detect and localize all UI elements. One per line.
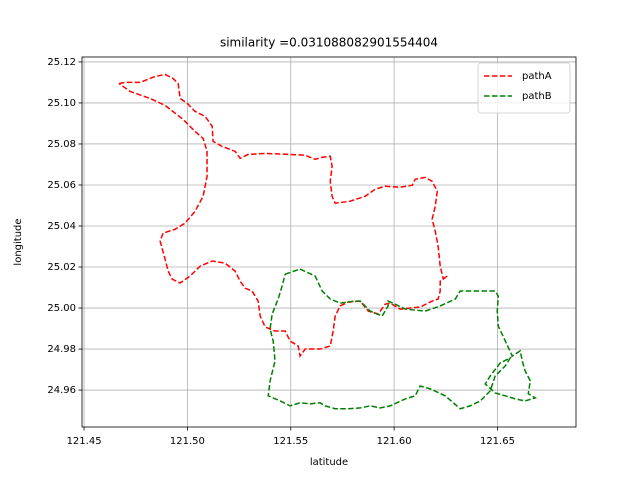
chart-title: similarity =0.031088082901554404 <box>220 36 438 50</box>
line-series <box>118 73 448 358</box>
x-tick-label: 121.55 <box>273 436 308 447</box>
plot-frame <box>81 56 577 428</box>
x-tick-label: 121.45 <box>67 436 102 447</box>
y-tick-label: 24.96 <box>47 385 76 396</box>
y-tick-label: 24.98 <box>47 344 76 355</box>
y-tick-label: 25.06 <box>47 180 76 191</box>
legend: pathA pathB <box>477 62 571 114</box>
x-tick-label: 121.50 <box>170 436 205 447</box>
y-tick-label: 25.00 <box>47 303 76 314</box>
line-series <box>267 268 538 410</box>
x-axis-label: latitude <box>310 457 348 468</box>
y-tick-label: 25.02 <box>47 262 76 273</box>
legend-label: pathB <box>522 91 552 102</box>
y-tick-label: 25.08 <box>47 139 76 150</box>
legend-label: pathA <box>522 71 552 82</box>
y-tick-label: 25.10 <box>47 98 76 109</box>
y-tick-label: 25.04 <box>47 221 76 232</box>
x-tick-label: 121.60 <box>377 436 412 447</box>
y-axis-label: longitude <box>13 218 24 265</box>
x-tick-label: 121.65 <box>480 436 515 447</box>
y-tick-label: 25.12 <box>47 57 76 68</box>
